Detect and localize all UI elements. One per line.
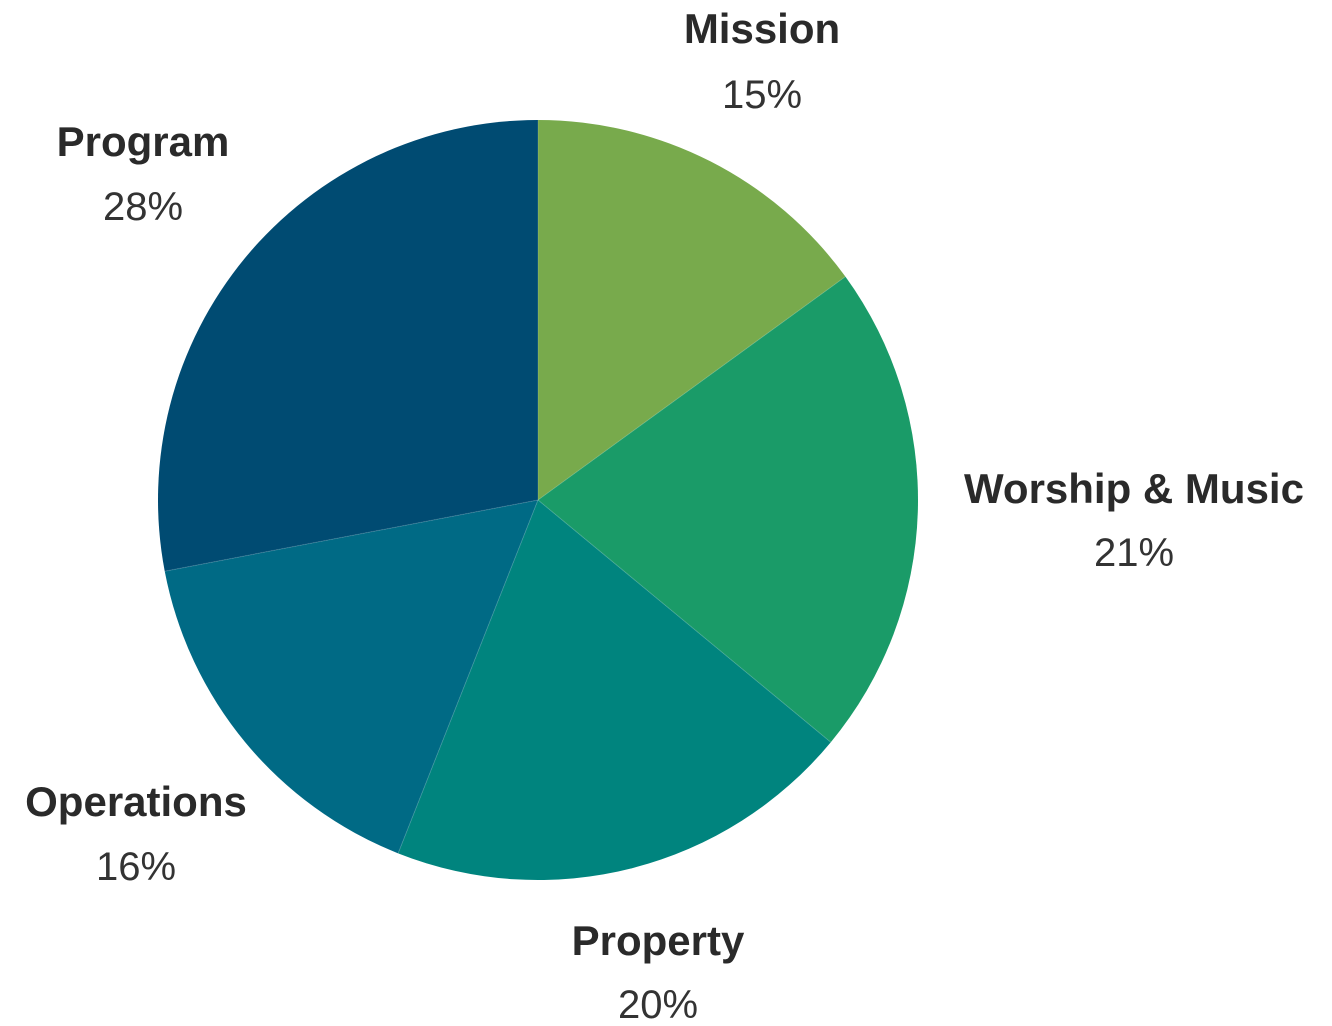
slice-label-worship-music: Worship & Music <box>964 465 1304 512</box>
slice-label-program: Program <box>57 118 230 165</box>
slice-value-operations: 16% <box>96 845 176 889</box>
slice-value-mission: 15% <box>722 73 802 117</box>
slice-label-property: Property <box>572 917 745 964</box>
slice-label-operations: Operations <box>25 778 247 825</box>
slice-label-mission: Mission <box>684 5 840 52</box>
pie-slice-program <box>158 120 538 571</box>
slice-value-worship-music: 21% <box>1094 531 1174 575</box>
slice-value-program: 28% <box>103 185 183 229</box>
slice-value-property: 20% <box>618 983 698 1026</box>
